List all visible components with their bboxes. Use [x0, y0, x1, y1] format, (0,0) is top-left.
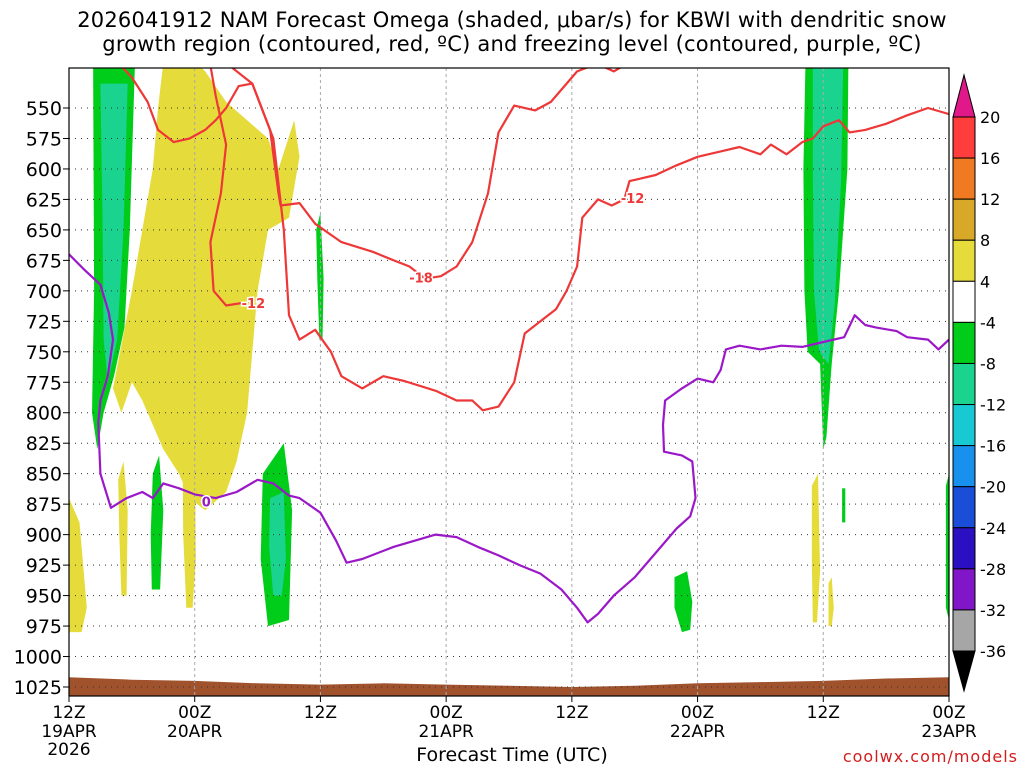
- x-tick-year-0: 2026: [47, 740, 90, 760]
- omega-teal-late-core: [812, 68, 844, 364]
- x-tick-date-84: 23APR: [921, 722, 977, 742]
- colorbar-label--12: -12: [980, 396, 1006, 415]
- y-tick-label-725: 725: [26, 311, 62, 333]
- y-tick-label-1000: 1000: [14, 647, 62, 669]
- dendritic-minus12-long: [230, 68, 641, 412]
- y-tick-label-825: 825: [26, 433, 62, 455]
- omega-yellow-lower-left: [69, 498, 87, 633]
- y-tick-label-650: 650: [26, 220, 62, 242]
- x-tick-label-12: 00Z: [178, 703, 211, 723]
- contour-label-layer: -12 -12 -18 0: [200, 191, 646, 513]
- y-tick-label-700: 700: [26, 281, 62, 303]
- y-tick-label-750: 750: [26, 342, 62, 364]
- y-tick-label-900: 900: [26, 525, 62, 547]
- colorbar-label--16: -16: [980, 437, 1006, 456]
- omega-green-late-sliver: [842, 488, 846, 523]
- x-tick-label-60: 00Z: [681, 703, 714, 723]
- omega-green-sliver: [316, 212, 324, 340]
- y-tick-label-975: 975: [26, 616, 62, 638]
- y-tick-label-600: 600: [26, 159, 62, 181]
- colorbar-label-4: 4: [980, 272, 990, 291]
- omega-yellow-small-2: [182, 382, 196, 608]
- y-tick-label-550: 550: [26, 98, 62, 120]
- freezing-level-0: [69, 253, 949, 624]
- colorbar-swatch: [952, 568, 976, 611]
- omega-teal-mid-core: [269, 492, 286, 596]
- colorbar-label--8: -8: [980, 354, 996, 373]
- y-tick-label-775: 775: [26, 372, 62, 394]
- colorbar-swatch: [952, 321, 976, 364]
- x-tick-label-36: 00Z: [430, 703, 463, 723]
- y-tick-label-850: 850: [26, 464, 62, 486]
- omega-green-right-edge: [945, 473, 949, 620]
- freezing-level-0-label: 0: [202, 496, 211, 511]
- colorbar-swatch: [952, 527, 976, 570]
- chart-title-line-1: 2026041912 NAM Forecast Omega (shaded, μ…: [77, 8, 947, 32]
- colorbar-swatch: [952, 445, 976, 488]
- colorbar-label-8: 8: [980, 231, 990, 250]
- colorbar-bottom-arrow: [952, 650, 976, 693]
- y-tick-label-800: 800: [26, 403, 62, 425]
- colorbar-label--36: -36: [980, 642, 1006, 661]
- below-ground-terrain: [69, 677, 949, 696]
- dendritic-minus12-upper: [639, 106, 949, 180]
- x-tick-label-72: 12Z: [807, 703, 840, 723]
- dendritic-minus12-left: [209, 68, 243, 307]
- terrain-layer: [69, 677, 949, 696]
- colorbar-label--4: -4: [980, 313, 996, 332]
- chart-title-line-2: growth region (contoured, red, ºC) and f…: [102, 32, 922, 56]
- dendritic-minus18: [121, 68, 622, 280]
- colorbar-swatch: [952, 280, 976, 323]
- colorbar-swatch: [952, 486, 976, 529]
- omega-yellow-small-1: [118, 461, 128, 596]
- colorbar-label--24: -24: [980, 519, 1006, 538]
- colorbar-swatch: [952, 239, 976, 282]
- credit-text: coolwx.com/models: [842, 747, 1018, 766]
- dendritic-minus18-label: -18: [409, 271, 433, 286]
- x-tick-label-84: 00Z: [932, 703, 965, 723]
- x-tick-label-24: 12Z: [304, 703, 337, 723]
- omega-yellow-early-main: [113, 68, 300, 511]
- colorbar-swatch: [952, 404, 976, 447]
- omega-shading-layer: [69, 68, 949, 633]
- y-tick-label-625: 625: [26, 189, 62, 211]
- grid-layer: [69, 68, 949, 696]
- dendritic-minus12-long-label: -12: [621, 192, 645, 207]
- y-tick-label-575: 575: [26, 128, 62, 150]
- colorbar-swatch: [952, 157, 976, 200]
- colorbar: 20 16 12 8 4 -4 -8 -12 -16 -20 -24 -28 -32 -36: [952, 73, 1006, 693]
- colorbar-label-16: 16: [980, 149, 1000, 168]
- colorbar-label-12: 12: [980, 190, 1000, 209]
- contour-layer: [69, 68, 949, 624]
- omega-yellow-late-2: [828, 577, 834, 627]
- y-tick-label-950: 950: [26, 586, 62, 608]
- x-tick-date-60: 22APR: [670, 722, 726, 742]
- colorbar-label--32: -32: [980, 601, 1006, 620]
- colorbar-swatch: [952, 116, 976, 159]
- x-tick-label-48: 12Z: [555, 703, 588, 723]
- x-tick-date-36: 21APR: [418, 722, 474, 742]
- omega-green-blob: [674, 571, 693, 633]
- x-tick-date-0: 19APR: [41, 722, 97, 742]
- dendritic-minus12-left-label: -12: [242, 297, 266, 312]
- y-tick-label-875: 875: [26, 494, 62, 516]
- y-tick-label-1025: 1025: [14, 677, 62, 699]
- y-tick-label-925: 925: [26, 555, 62, 577]
- colorbar-top-arrow: [952, 73, 976, 118]
- y-tick-label-675: 675: [26, 250, 62, 272]
- x-tick-label-0: 12Z: [52, 703, 85, 723]
- x-tick-date-12: 20APR: [167, 722, 223, 742]
- colorbar-label-20: 20: [980, 108, 1000, 127]
- axes-layer: 550 575 600 625 650 675 700 725 750 775 800 825 850 8…: [14, 67, 977, 760]
- colorbar-swatch: [952, 198, 976, 241]
- colorbar-swatch: [952, 609, 976, 652]
- omega-yellow-late-1: [811, 473, 821, 623]
- colorbar-swatch: [952, 362, 976, 406]
- omega-green-small-1: [150, 455, 164, 590]
- colorbar-label--20: -20: [980, 478, 1006, 497]
- colorbar-label--28: -28: [980, 560, 1006, 579]
- x-axis-label: Forecast Time (UTC): [416, 744, 608, 766]
